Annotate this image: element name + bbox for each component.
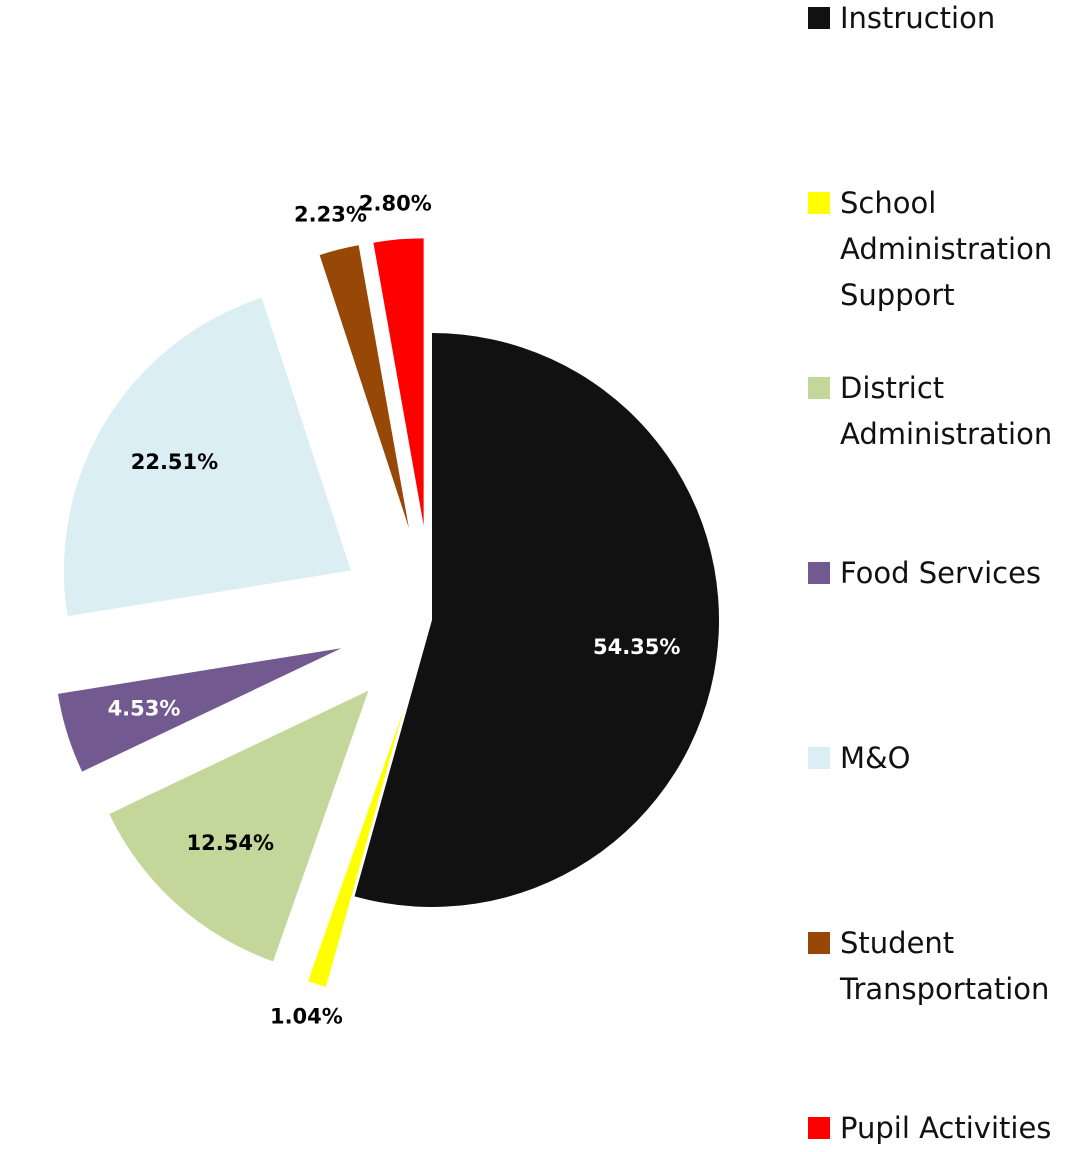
legend-label: Instruction <box>840 1 996 35</box>
pie-slice <box>308 710 404 987</box>
legend-label: District Administration <box>840 371 1053 451</box>
legend-swatch <box>808 562 830 584</box>
legend-swatch <box>808 7 830 29</box>
legend-item: School Administration Support <box>808 180 1066 318</box>
pie-slice <box>319 245 409 528</box>
pie-slice <box>57 648 342 772</box>
data-label: 2.23% <box>294 203 367 227</box>
pie-slice <box>373 238 424 526</box>
data-label: 12.54% <box>187 831 274 855</box>
legend-item: Instruction <box>808 0 1066 41</box>
legend-swatch <box>808 747 830 769</box>
legend-item: Student Transportation <box>808 920 1066 1012</box>
legend-item: District Administration <box>808 365 1066 457</box>
data-label: 22.51% <box>131 450 218 474</box>
legend-swatch <box>808 377 830 399</box>
data-label: 4.53% <box>108 697 181 721</box>
legend-label: School Administration Support <box>840 186 1053 312</box>
legend-label: Food Services <box>840 556 1042 590</box>
legend-item: M&O <box>808 735 1066 781</box>
data-label: 54.35% <box>593 635 680 659</box>
legend-swatch <box>808 192 830 214</box>
legend-item: Pupil Activities <box>808 1105 1066 1151</box>
legend-label: M&O <box>840 741 911 775</box>
pie-slice <box>63 297 351 617</box>
legend-swatch <box>808 1117 830 1139</box>
legend-item: Food Services <box>808 550 1066 596</box>
pie-slice <box>354 333 720 908</box>
data-label: 1.04% <box>270 1005 343 1029</box>
data-label: 2.80% <box>359 192 432 216</box>
legend-swatch <box>808 932 830 954</box>
legend-label: Pupil Activities <box>840 1111 1052 1145</box>
pie-slice <box>109 690 369 962</box>
legend-label: Student Transportation <box>840 926 1050 1006</box>
